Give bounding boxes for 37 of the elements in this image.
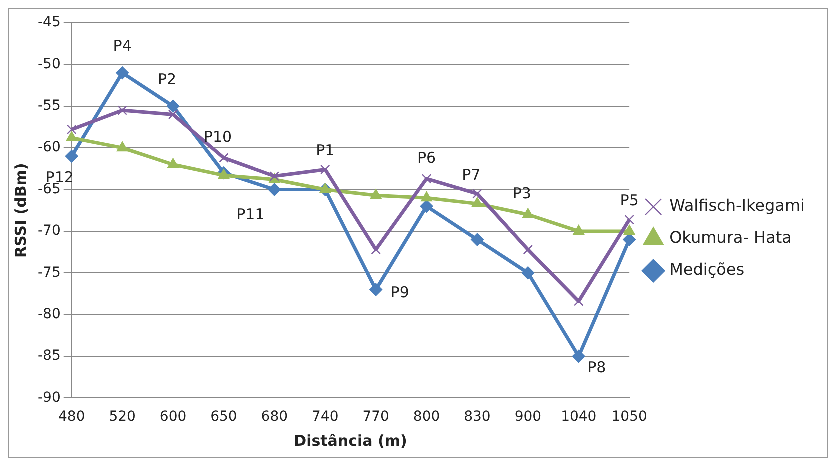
x-tick-label: 520 [109,409,136,426]
x-tick-label: 600 [160,409,187,426]
x-tick-label: 650 [210,409,238,426]
y-tick-label: -70 [38,223,61,240]
annotation: P5 [620,192,639,210]
annotation: P11 [236,206,265,224]
legend-label: Okumura- Hata [670,228,792,248]
y-tick-label: -90 [38,390,61,406]
legend-label: Walfisch-Ikegami [670,196,805,216]
x-axis-title: Distância (m) [294,432,408,450]
annotation: P10 [204,128,232,146]
annotation: P9 [390,284,410,302]
y-tick-label: -80 [38,306,61,322]
annotation: P7 [462,166,481,184]
y-tick-label: -55 [38,98,61,114]
x-tick-label: 480 [58,409,86,426]
annotation: P8 [588,358,606,376]
legend-label: Medições [670,260,745,280]
annotation: P3 [512,184,532,203]
y-tick-label: -85 [38,348,61,364]
y-tick-label: -50 [38,56,61,72]
x-tick-label: 680 [261,409,288,426]
x-tick-label: 1040 [561,409,597,426]
y-tick-label: -45 [38,14,61,31]
x-tick-label: 800 [413,409,440,426]
annotation: P2 [158,70,177,88]
y-tick-label: -75 [38,264,61,281]
x-tick-label: 830 [464,409,491,426]
annotation: P6 [417,148,436,167]
y-axis-title: RSSI (dBm) [12,163,30,258]
x-tick-label: 770 [362,409,390,426]
x-tick-label: 1050 [612,409,648,426]
annotation: P1 [316,142,335,160]
x-tick-label: 900 [514,409,542,426]
y-tick-label: -60 [38,140,61,156]
annotation: P4 [113,36,132,55]
x-tick-label: 740 [312,409,339,426]
